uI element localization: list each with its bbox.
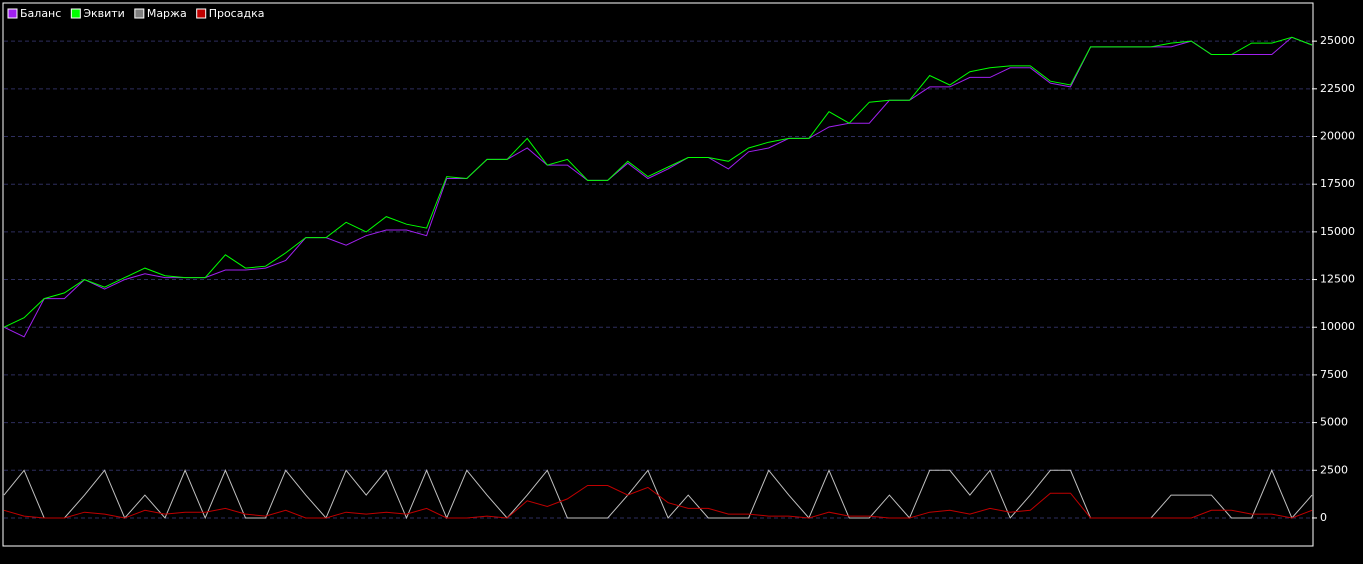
legend-swatch xyxy=(70,8,81,19)
legend-label: Просадка xyxy=(209,7,265,20)
y-tick-label: 5000 xyxy=(1320,416,1348,429)
y-tick-label: 17500 xyxy=(1320,177,1355,190)
legend-label: Эквити xyxy=(83,7,125,20)
series-line xyxy=(3,485,1313,519)
y-tick-label: 2500 xyxy=(1320,463,1348,476)
plot-frame xyxy=(2,2,1314,547)
y-tick-label: 10000 xyxy=(1320,320,1355,333)
y-tick-label: 12500 xyxy=(1320,273,1355,286)
y-tick-label: 0 xyxy=(1320,511,1327,524)
y-tick-label: 20000 xyxy=(1320,130,1355,143)
legend-label: Баланс xyxy=(20,7,61,20)
y-tick-label: 15000 xyxy=(1320,225,1355,238)
legend-label: Маржа xyxy=(147,7,187,20)
legend-swatch xyxy=(7,8,18,19)
legend-swatch xyxy=(196,8,207,19)
legend-swatch xyxy=(134,8,145,19)
series-line xyxy=(3,36,1313,328)
y-tick-label: 7500 xyxy=(1320,368,1348,381)
y-tick-label: 22500 xyxy=(1320,82,1355,95)
y-tick-label: 25000 xyxy=(1320,34,1355,47)
